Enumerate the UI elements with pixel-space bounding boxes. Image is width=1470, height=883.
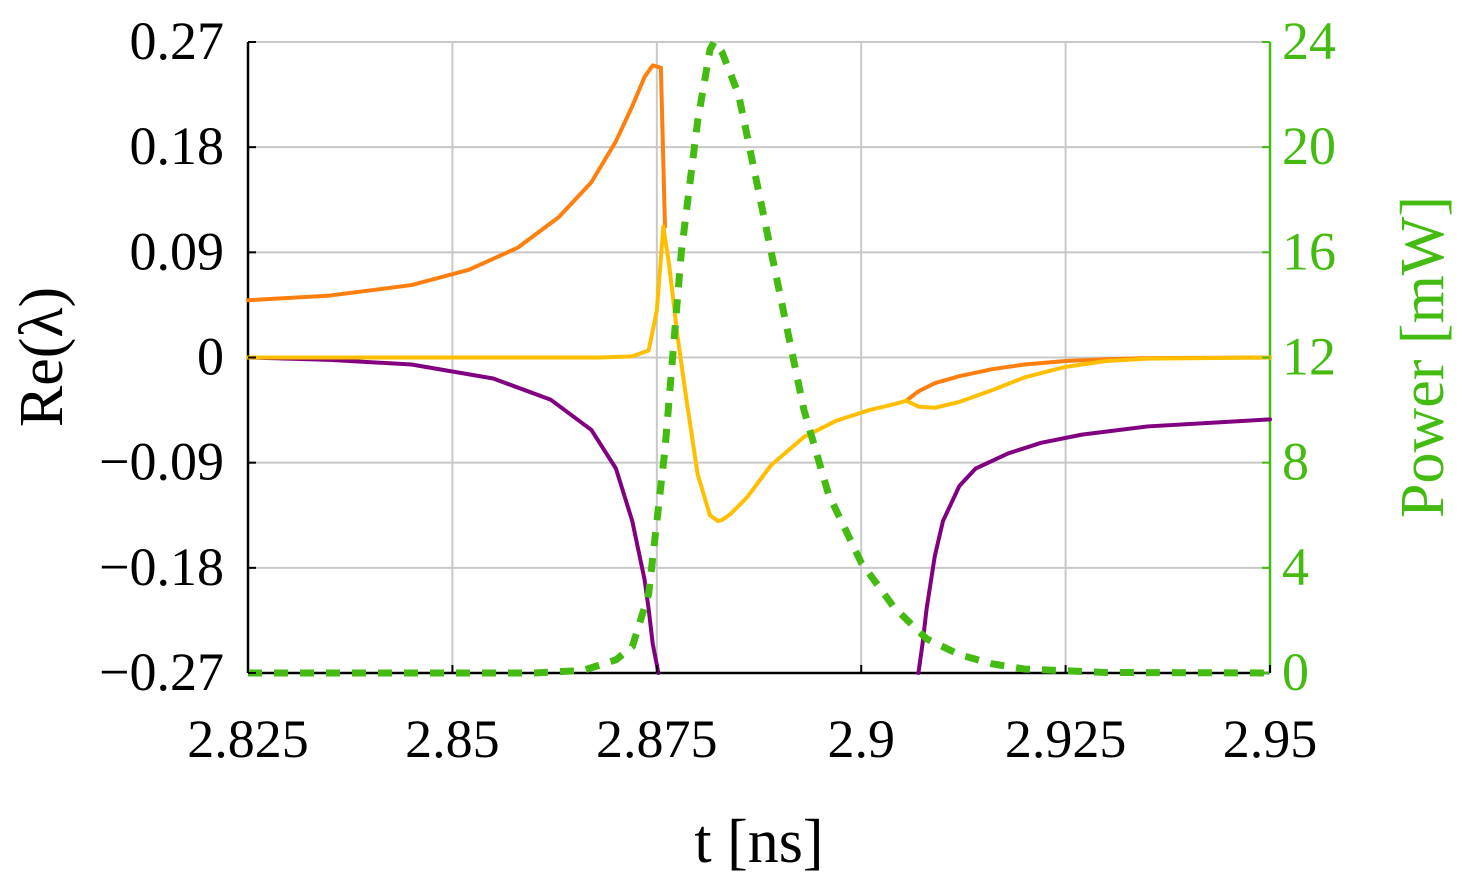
y-right-tick-label: 4 bbox=[1282, 537, 1309, 597]
y-axis-left-title: Re(λ) bbox=[8, 287, 76, 427]
series-layer bbox=[246, 38, 1272, 677]
y-right-tick-label: 16 bbox=[1282, 221, 1336, 281]
x-tick-label: 2.925 bbox=[1005, 709, 1127, 769]
y-left-tick-label: −0.27 bbox=[99, 642, 224, 702]
bottom-tick-labels: 2.825 2.85 2.875 2.9 2.925 2.95 bbox=[187, 665, 1317, 769]
x-tick-label: 2.875 bbox=[596, 709, 718, 769]
y-left-tick-label: 0 bbox=[197, 327, 224, 387]
y-left-tick-label: 0.27 bbox=[130, 11, 225, 71]
y-right-tick-label: 8 bbox=[1282, 432, 1309, 492]
y-left-tick-label: 0.18 bbox=[130, 116, 225, 176]
y-left-tick-label: 0.09 bbox=[130, 221, 225, 281]
x-tick-label: 2.95 bbox=[1223, 709, 1318, 769]
right-tick-labels: 24 20 16 12 8 4 0 bbox=[1262, 11, 1336, 702]
series-purple-left bbox=[246, 355, 661, 675]
y-left-tick-label: −0.18 bbox=[99, 537, 224, 597]
left-tick-labels: 0.27 0.18 0.09 0 −0.09 −0.18 −0.27 bbox=[99, 11, 256, 702]
y-right-tick-label: 20 bbox=[1282, 116, 1336, 176]
x-axis-title: t [ns] bbox=[694, 808, 823, 876]
y-left-tick-label: −0.09 bbox=[99, 432, 224, 492]
series-orange-upper bbox=[246, 63, 667, 303]
series-yellow bbox=[246, 224, 1272, 524]
x-tick-label: 2.9 bbox=[827, 709, 895, 769]
series-power-dashed bbox=[248, 38, 1271, 677]
series-purple-right bbox=[916, 417, 1272, 675]
y-right-tick-label: 24 bbox=[1282, 11, 1336, 71]
y-right-tick-label: 0 bbox=[1282, 642, 1309, 702]
x-tick-label: 2.825 bbox=[187, 709, 309, 769]
y-right-tick-label: 12 bbox=[1282, 327, 1336, 387]
x-tick-label: 2.85 bbox=[405, 709, 500, 769]
y-axis-right-title: Power [mW] bbox=[1389, 196, 1457, 518]
